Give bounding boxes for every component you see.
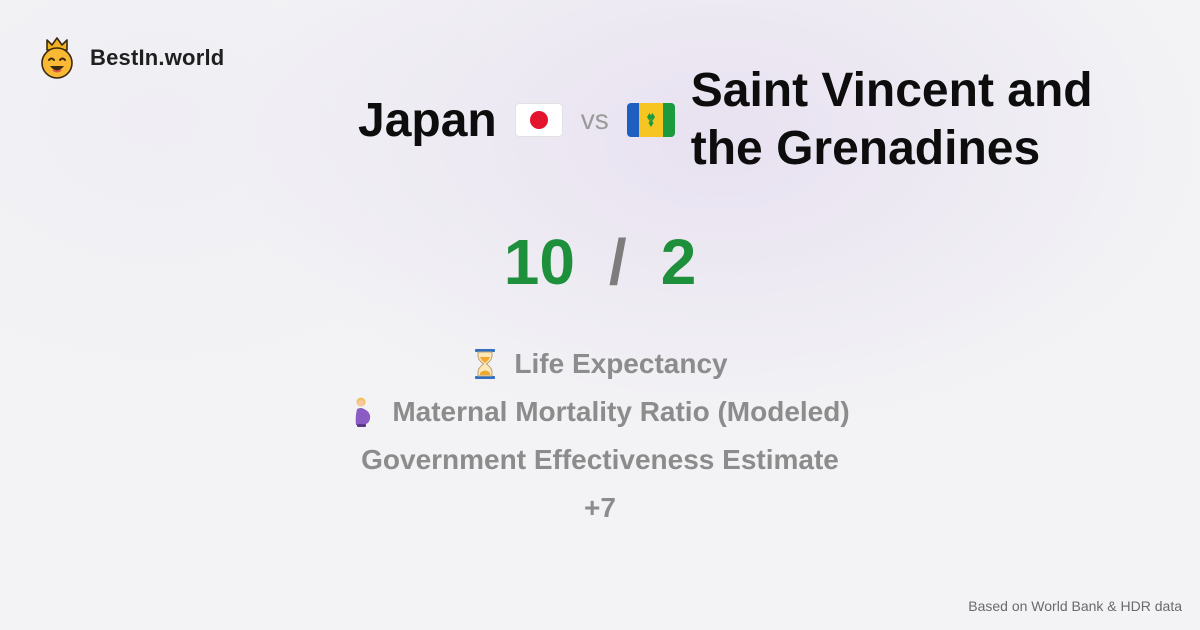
metric-label: Life Expectancy	[514, 348, 728, 379]
score-a: 10	[503, 226, 575, 298]
score-separator: /	[608, 226, 627, 298]
saint-vincent-flag-icon	[626, 103, 675, 137]
crowned-smiley-icon	[41, 37, 73, 79]
data-source-note: Based on World Bank & HDR data	[968, 598, 1182, 614]
hourglass-icon	[475, 349, 496, 379]
comparison-title: Japan vs Saint Vincent and the Grenadine…	[358, 60, 1158, 180]
score: 10 / 2	[0, 222, 1200, 302]
metric-item: Maternal Mortality Ratio (Modeled)	[0, 388, 1200, 436]
metric-item: Life Expectancy	[0, 340, 1200, 388]
score-b: 2	[660, 226, 697, 298]
metric-label: Government Effectiveness Estimate	[361, 444, 839, 475]
country-a-name: Japan	[358, 93, 497, 147]
more-metrics-count: +7	[0, 484, 1200, 532]
pregnant-woman-icon	[355, 397, 371, 427]
metric-item: Government Effectiveness Estimate	[0, 436, 1200, 484]
japan-flag-icon	[514, 103, 563, 137]
brand[interactable]: BestIn.world	[38, 36, 224, 80]
metrics-list: Life Expectancy Maternal Mortality Ratio…	[0, 340, 1200, 532]
vs-label: vs	[580, 104, 609, 135]
brand-name: BestIn.world	[90, 45, 225, 70]
country-b-name: Saint Vincent and the Grenadines	[690, 64, 1093, 175]
metric-label: +7	[584, 492, 616, 523]
metric-label: Maternal Mortality Ratio (Modeled)	[392, 396, 850, 427]
